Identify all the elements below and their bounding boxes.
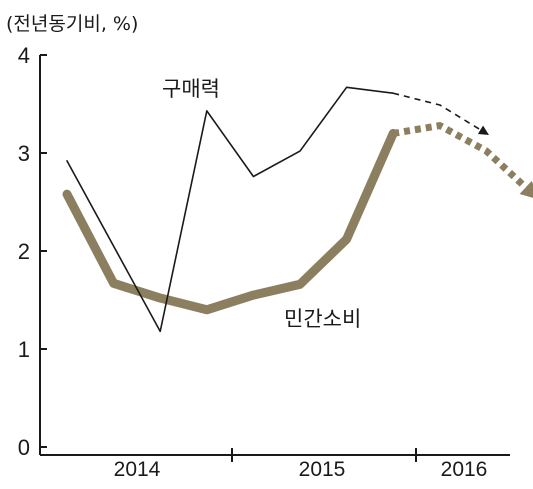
- purchasing-power-line: [66, 86, 395, 333]
- private-consumption-forecast: [392, 122, 533, 200]
- x-axis: 2014 2015 2016: [40, 448, 510, 481]
- unit-label: (전년동기비, %): [6, 13, 138, 35]
- y-tick-label: 3: [18, 141, 30, 166]
- year-label-2014: 2014: [114, 458, 161, 481]
- private-consumption-line: [62, 128, 398, 315]
- series-label-private-consumption: 민간소비: [284, 307, 361, 331]
- purchasing-power-forecast: [393, 92, 489, 135]
- y-tick-label: 0: [18, 435, 30, 460]
- y-axis: 0 1 2 3 4: [18, 43, 47, 460]
- year-label-2015: 2015: [299, 458, 346, 481]
- y-tick-group: 0 1 2 3 4: [18, 43, 47, 460]
- year-label-2016: 2016: [441, 458, 488, 481]
- y-tick-label: 1: [18, 337, 30, 362]
- y-tick-label: 2: [18, 239, 30, 264]
- series-layer: [62, 86, 533, 333]
- series-label-purchasing-power: 구매력: [162, 77, 220, 101]
- y-tick-label: 4: [18, 43, 30, 68]
